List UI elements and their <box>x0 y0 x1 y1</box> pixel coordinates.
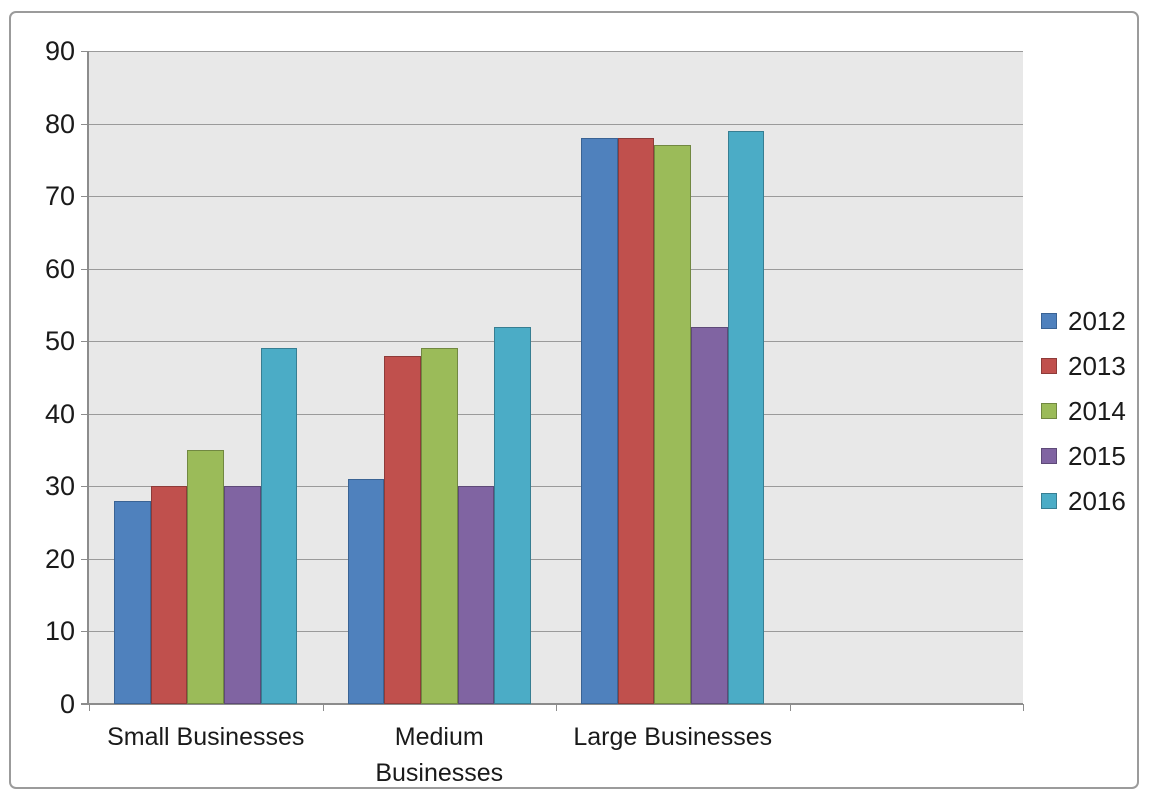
y-axis-label-30: 30 <box>44 471 75 502</box>
bar-2015-medium-businesses[interactable] <box>457 486 495 704</box>
bar-2016-large-businesses[interactable] <box>727 130 765 704</box>
bar-2012-small-businesses[interactable] <box>114 500 151 704</box>
category-label-line: Businesses <box>375 759 504 787</box>
bar-2012-medium-businesses[interactable] <box>347 479 385 704</box>
bar-2013-medium-businesses[interactable] <box>384 355 421 704</box>
bar-2016-medium-businesses[interactable] <box>494 326 531 704</box>
legend-swatch-2014 <box>1041 403 1057 419</box>
y-tick-mark-90 <box>81 51 89 52</box>
legend-item-2013[interactable]: 2013 <box>1041 350 1126 382</box>
y-axis-label-40: 40 <box>44 398 75 429</box>
x-tick-mark-2 <box>556 704 557 711</box>
y-axis-line <box>87 51 89 704</box>
legend-item-2014[interactable]: 2014 <box>1041 395 1126 427</box>
bar-2015-large-businesses[interactable] <box>691 326 728 704</box>
gridline-10 <box>89 631 1023 633</box>
y-tick-mark-80 <box>81 123 89 125</box>
gridline-50 <box>89 341 1023 343</box>
category-label-large-businesses: Large Businesses <box>553 719 793 755</box>
legend-label-2016: 2016 <box>1068 486 1126 516</box>
y-axis-label-10: 10 <box>44 616 75 647</box>
bar-2016-small-businesses[interactable] <box>260 348 298 704</box>
y-axis-label-80: 80 <box>44 108 75 139</box>
legend-label-2012: 2012 <box>1068 306 1126 336</box>
legend-item-2012[interactable]: 2012 <box>1041 305 1126 337</box>
bar-2015-small-businesses[interactable] <box>224 486 261 704</box>
y-tick-mark-40 <box>81 413 89 415</box>
bar-2014-large-businesses[interactable] <box>654 145 692 704</box>
legend-item-2015[interactable]: 2015 <box>1041 440 1126 472</box>
y-tick-mark-60 <box>81 268 89 270</box>
gridline-30 <box>89 486 1023 488</box>
x-tick-mark-1 <box>322 704 324 711</box>
x-tick-mark-0 <box>89 704 90 711</box>
category-label-line: Small Businesses <box>107 723 305 751</box>
legend-label-2015: 2015 <box>1068 441 1126 471</box>
category-label-medium-businesses: Medium Businesses <box>319 719 559 791</box>
bar-2014-medium-businesses[interactable] <box>420 348 458 704</box>
legend-swatch-2015 <box>1041 448 1057 464</box>
legend-item-2016[interactable]: 2016 <box>1041 485 1126 517</box>
y-tick-mark-0 <box>81 704 89 705</box>
y-axis-label-60: 60 <box>44 253 75 284</box>
y-tick-mark-20 <box>81 558 89 560</box>
gridline-70 <box>89 196 1023 198</box>
x-axis-line <box>81 703 1023 705</box>
gridline-80 <box>89 123 1023 125</box>
category-label-small-businesses: Small Businesses <box>86 719 326 755</box>
chart-frame: 0 10 20 30 40 50 60 70 80 90 Small Businesses Medi… <box>9 11 1139 789</box>
y-axis-label-70: 70 <box>44 181 75 212</box>
gridline-20 <box>89 558 1023 560</box>
bar-2013-large-businesses[interactable] <box>617 138 655 704</box>
bar-2012-large-businesses[interactable] <box>581 138 618 704</box>
y-tick-mark-70 <box>81 196 89 198</box>
y-axis-label-50: 50 <box>44 326 75 357</box>
y-tick-mark-50 <box>81 341 89 343</box>
x-tick-mark-4 <box>1023 704 1024 711</box>
y-tick-mark-30 <box>81 486 89 488</box>
y-axis-label-90: 90 <box>44 36 75 66</box>
legend-label-2013: 2013 <box>1068 351 1126 381</box>
legend-swatch-2013 <box>1041 358 1057 374</box>
y-axis-label-0: 0 <box>59 689 75 719</box>
bar-2013-small-businesses[interactable] <box>150 486 188 704</box>
bar-2014-small-businesses[interactable] <box>187 450 225 704</box>
x-tick-mark-3 <box>789 704 791 711</box>
gridline-40 <box>89 413 1023 415</box>
y-axis-label-20: 20 <box>44 543 75 574</box>
legend-swatch-2012 <box>1041 313 1057 329</box>
gridline-60 <box>89 268 1023 270</box>
category-label-line: Large Businesses <box>573 723 773 751</box>
legend-swatch-2016 <box>1041 493 1057 509</box>
legend-label-2014: 2014 <box>1068 396 1126 426</box>
category-label-line: Medium <box>394 723 484 751</box>
gridline-90 <box>89 51 1023 52</box>
y-tick-mark-10 <box>81 631 89 633</box>
